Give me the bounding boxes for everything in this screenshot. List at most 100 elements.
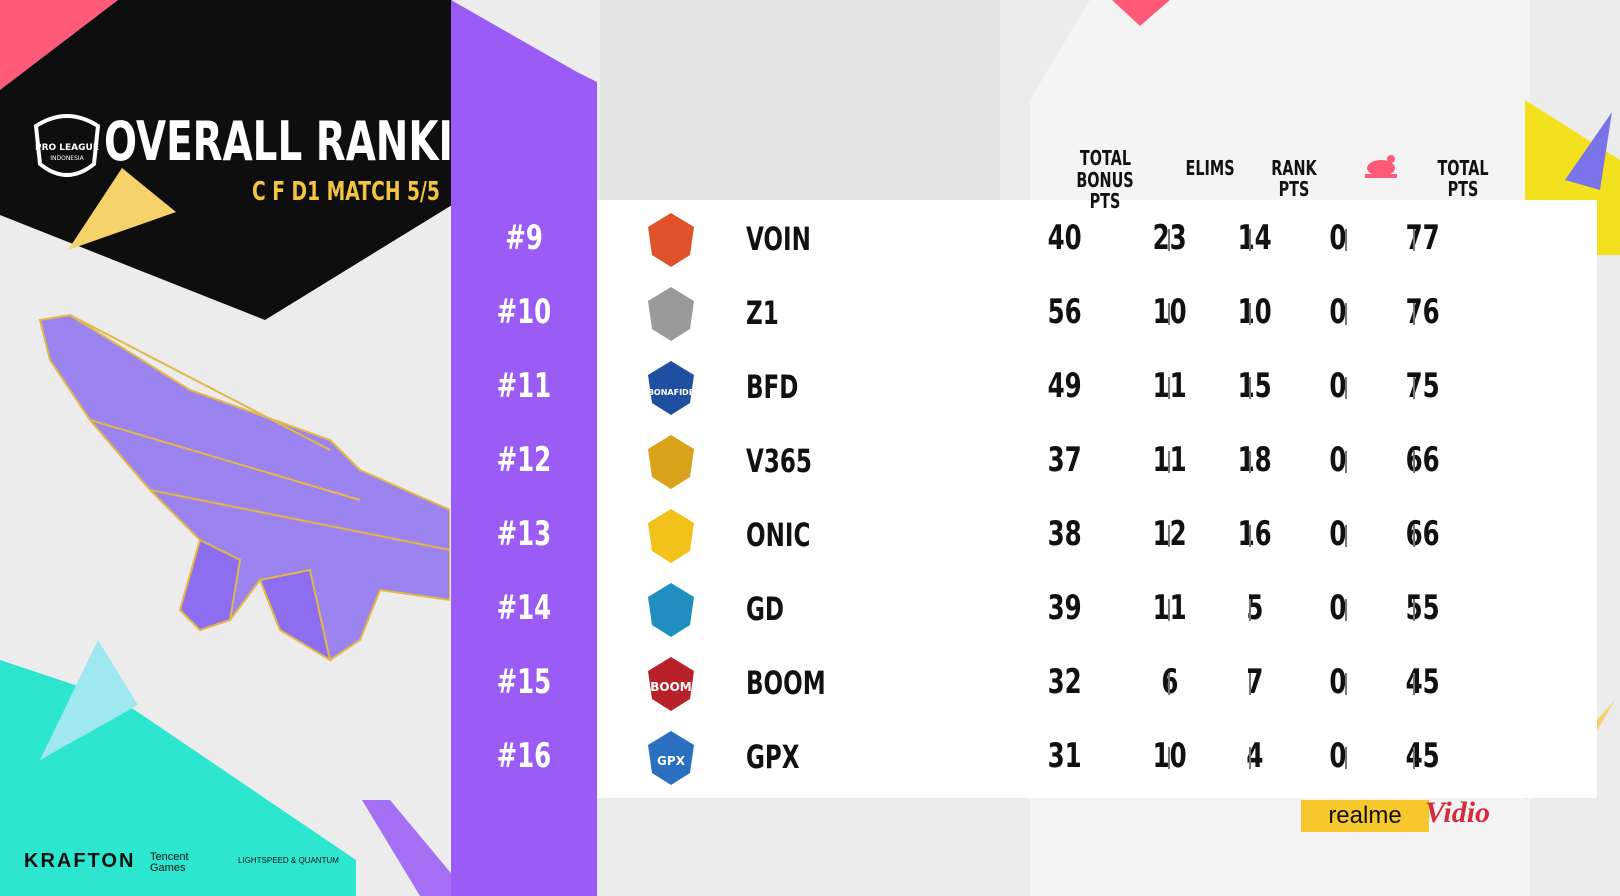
column-divider [1413,303,1415,325]
cell-elims: 10 [1130,292,1210,332]
column-divider [1413,229,1415,251]
header-total-bonus: TOTAL BONUS PTS [1076,146,1134,213]
cell-chicken: 0 [1329,218,1347,258]
cell-rank-pts: 18 [1237,440,1273,480]
column-divider [1249,451,1251,473]
team-logo-icon [648,509,694,563]
cell-rank-pts: 14 [1237,218,1273,258]
cell-chicken: 0 [1329,514,1347,554]
cell-rank-pts: 4 [1246,736,1264,776]
realme-logo: realme [1301,800,1429,832]
header-elims: ELIMS [1185,156,1235,180]
rank-column-band [451,0,597,896]
cell-total: 66 [1405,440,1441,480]
pro-league-logo: PRO LEAGUE INDONESIA [33,114,101,177]
cell-bonus: 37 [1047,440,1083,480]
team-logo-icon [648,435,694,489]
logo-text-line2: INDONESIA [50,155,84,162]
column-divider [1345,599,1347,621]
cell-total: 75 [1405,366,1441,406]
column-divider [1249,229,1251,251]
rank-label: #14 [496,588,552,628]
header-rank-pts: RANK PTS [1271,156,1317,201]
team-name: V365 [746,442,812,480]
title-panel: PRO LEAGUE INDONESIA OVERALL RANKINGS C … [0,0,545,320]
column-divider [1345,303,1347,325]
cell-elims: 12 [1130,514,1210,554]
cell-total: 76 [1405,292,1441,332]
column-divider [1168,303,1170,325]
header-total-pts: TOTAL PTS [1437,156,1489,201]
cell-chicken: 0 [1329,736,1347,776]
column-divider [1168,747,1170,769]
column-divider [1413,747,1415,769]
tencent-games-logo: Tencent Games [150,851,189,874]
team-name: BOOM [746,664,826,702]
column-divider [1345,673,1347,695]
column-divider [1413,377,1415,399]
rank-label: #16 [496,736,552,776]
cell-chicken: 0 [1329,440,1347,480]
cell-bonus: 40 [1047,218,1083,258]
column-divider [1249,673,1251,695]
column-divider [1249,303,1251,325]
team-logo-icon: BOOM [648,657,694,711]
column-divider [1249,599,1251,621]
column-divider [1168,599,1170,621]
rifle-illustration [38,313,450,663]
rank-label: #11 [496,366,552,406]
team-logo-icon [648,287,694,341]
krafton-logo: KRAFTON [24,850,136,872]
team-logo-text: BOOM [650,680,692,694]
column-divider [1168,229,1170,251]
cell-bonus: 49 [1047,366,1083,406]
column-divider [1168,673,1170,695]
logo-text-line1: PRO LEAGUE [35,143,99,153]
team-name: VOIN [746,220,811,258]
page-title: OVERALL RANKINGS [104,110,546,173]
column-divider [1168,525,1170,547]
column-divider [1413,599,1415,621]
team-logo-icon [648,213,694,267]
cell-rank-pts: 10 [1237,292,1273,332]
cell-total: 66 [1405,514,1441,554]
cell-elims: 11 [1130,588,1210,628]
match-subtitle: C F D1 MATCH 5/5 [252,177,440,207]
cell-total: 77 [1405,218,1441,258]
column-divider [1345,377,1347,399]
cell-bonus: 56 [1047,292,1083,332]
column-divider [1168,377,1170,399]
team-name: BFD [746,368,799,406]
team-name: Z1 [746,294,779,332]
cell-elims: 11 [1130,366,1210,406]
column-divider [1413,673,1415,695]
column-divider [1413,525,1415,547]
column-divider [1249,525,1251,547]
lightspeed-quantum-logo: LIGHTSPEED & QUANTUM [238,856,339,865]
rank-label: #13 [496,514,552,554]
column-divider [1413,451,1415,473]
cell-chicken: 0 [1329,588,1347,628]
column-divider [1168,451,1170,473]
cell-bonus: 31 [1047,736,1083,776]
team-logo-icon: GPX [648,731,694,785]
rank-label: #12 [496,440,552,480]
team-logo-icon: BONAFIDE [648,361,694,415]
rank-label: #10 [496,292,552,332]
column-divider [1249,747,1251,769]
cell-rank-pts: 16 [1237,514,1273,554]
cell-total: 45 [1405,736,1441,776]
cell-rank-pts: 5 [1246,588,1264,628]
column-divider [1345,229,1347,251]
team-name: GPX [746,738,800,776]
cell-total: 45 [1405,662,1441,702]
cell-chicken: 0 [1329,366,1347,406]
cell-elims: 23 [1130,218,1210,258]
rank-label: #9 [505,218,543,258]
cell-elims: 10 [1130,736,1210,776]
team-logo-text: GPX [657,754,686,768]
cell-chicken: 0 [1329,292,1347,332]
cell-rank-pts: 7 [1246,662,1264,702]
team-name: GD [746,590,785,628]
cell-bonus: 39 [1047,588,1083,628]
